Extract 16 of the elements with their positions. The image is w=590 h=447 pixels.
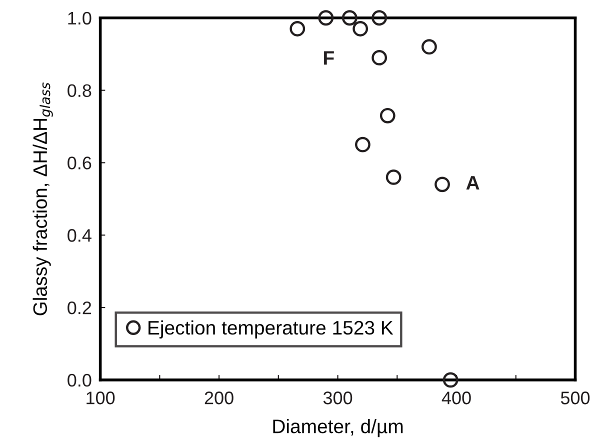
x-tick-label: 200 (204, 392, 234, 404)
y-tick-label: 0.6 (68, 156, 92, 170)
y-tick-label: 0.2 (68, 301, 92, 314)
y-tick-label: 0.8 (68, 84, 92, 98)
x-axis-title: Diameter, d/µm (273, 419, 403, 438)
y-tick-label: 1.0 (68, 12, 92, 25)
x-tick-label: 500 (560, 392, 590, 404)
y-axis-title: Glassy fraction, ΔH/ΔH$_{glass}$ (32, 82, 53, 316)
x-tick-label: 400 (442, 392, 471, 404)
x-tick-label: 100 (86, 392, 115, 404)
y-tick-label: 0.0 (68, 374, 92, 387)
annotation: F (324, 51, 334, 65)
x-tick-label: 300 (323, 392, 352, 404)
y-tick-label: 0.4 (68, 229, 92, 242)
annotation: A (466, 176, 480, 190)
legend-label: Ejection temperature 1523 K (148, 320, 394, 339)
